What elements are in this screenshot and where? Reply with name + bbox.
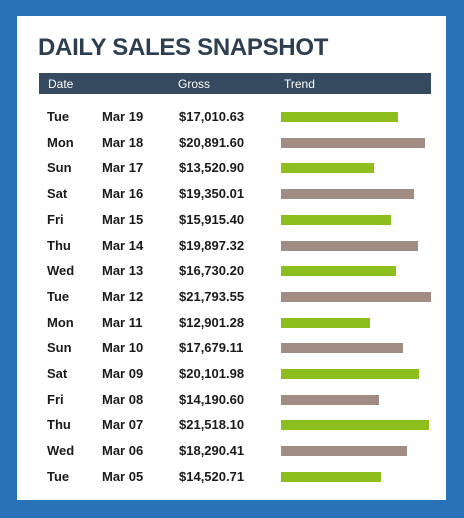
- table-row: Sun Mar 17 $13,520.90: [17, 155, 446, 180]
- row-day: Sat: [47, 366, 68, 381]
- sales-card: DAILY SALES SNAPSHOT Date Gross Trend Tu…: [17, 16, 446, 500]
- trend-bar: [281, 266, 396, 277]
- row-gross: $16,730.20: [179, 263, 245, 279]
- trend-bar: [281, 189, 414, 200]
- row-day: Thu: [47, 417, 71, 433]
- table-row: Thu Mar 07 $21,518.10: [17, 412, 446, 437]
- table-row: Tue Mar 12 $21,793.55: [17, 284, 446, 309]
- table-row: Sat Mar 16 $19,350.01: [17, 181, 446, 206]
- row-gross: $13,520.90: [179, 160, 245, 176]
- row-gross: $20,101.98: [179, 366, 245, 381]
- table-row: Sat Mar 09 $20,101.98: [17, 361, 446, 386]
- row-date: Mar 12: [102, 288, 144, 304]
- trend-bar: [281, 317, 370, 328]
- table-row: Tue Mar 19 $17,010.63: [17, 104, 446, 129]
- trend-bar: [281, 369, 419, 379]
- row-date: Mar 10: [102, 340, 144, 356]
- sales-table-body: Tue Mar 19 $17,010.63 Mon Mar 18 $20,891.60 Su…: [17, 16, 446, 500]
- table-row: Mon Mar 11 $12,901.28: [17, 310, 446, 335]
- trend-bar: [281, 137, 425, 148]
- column-header-trend: Trend: [284, 77, 315, 91]
- row-day: Tue: [47, 468, 70, 484]
- row-day: Mon: [47, 314, 74, 330]
- row-date: Mar 11: [102, 314, 143, 330]
- row-day: Fri: [47, 391, 64, 407]
- row-day: Fri: [47, 211, 64, 227]
- row-gross: $15,915.40: [179, 211, 245, 227]
- row-gross: $12,901.28: [179, 314, 245, 330]
- trend-bar: [281, 214, 391, 225]
- row-gross: $18,290.41: [179, 443, 245, 459]
- trend-bar: [281, 446, 407, 457]
- row-date: Mar 05: [102, 468, 144, 484]
- row-gross: $21,518.10: [179, 417, 245, 433]
- trend-bar: [281, 291, 431, 302]
- trend-bar: [281, 163, 374, 174]
- row-gross: $17,679.11: [179, 340, 244, 356]
- table-row: Thu Mar 14 $19,897.32: [17, 233, 446, 258]
- row-day: Sun: [47, 160, 72, 176]
- trend-bar: [281, 471, 381, 482]
- table-row: Sun Mar 10 $17,679.11: [17, 335, 446, 360]
- table-header: Date Gross Trend: [39, 73, 431, 94]
- column-header-date: Date: [48, 77, 74, 91]
- row-date: Mar 14: [102, 237, 144, 253]
- trend-bar: [281, 112, 398, 122]
- row-date: Mar 09: [102, 366, 144, 381]
- table-row: Wed Mar 06 $18,290.41: [17, 438, 446, 463]
- row-gross: $20,891.60: [179, 134, 245, 150]
- row-date: Mar 06: [102, 443, 144, 459]
- table-row: Mon Mar 18 $20,891.60: [17, 130, 446, 155]
- row-gross: $19,350.01: [179, 186, 245, 202]
- trend-bar: [281, 420, 429, 431]
- row-day: Sat: [47, 186, 68, 202]
- row-day: Tue: [47, 109, 70, 124]
- row-day: Tue: [47, 288, 70, 304]
- row-day: Thu: [47, 237, 71, 253]
- row-gross: $14,190.60: [179, 391, 245, 407]
- row-date: Mar 19: [102, 109, 144, 124]
- table-row: Fri Mar 15 $15,915.40: [17, 207, 446, 232]
- row-date: Mar 07: [102, 417, 144, 433]
- row-date: Mar 15: [102, 211, 144, 227]
- column-header-gross: Gross: [178, 77, 211, 91]
- row-date: Mar 13: [102, 263, 144, 279]
- table-row: Tue Mar 05 $14,520.71: [17, 464, 446, 489]
- row-gross: $14,520.71: [179, 468, 245, 484]
- trend-bar: [281, 343, 403, 354]
- table-row: Wed Mar 13 $16,730.20: [17, 258, 446, 283]
- row-date: Mar 08: [102, 391, 144, 407]
- row-date: Mar 16: [102, 186, 144, 202]
- row-day: Mon: [47, 134, 74, 150]
- page-title: DAILY SALES SNAPSHOT: [38, 34, 329, 61]
- row-date: Mar 18: [102, 134, 144, 150]
- trend-bar: [281, 240, 418, 251]
- row-date: Mar 17: [102, 160, 144, 176]
- row-gross: $21,793.55: [179, 288, 245, 304]
- row-day: Wed: [47, 443, 75, 459]
- row-day: Wed: [47, 263, 75, 279]
- row-day: Sun: [47, 340, 72, 356]
- row-gross: $19,897.32: [179, 237, 245, 253]
- row-gross: $17,010.63: [179, 109, 245, 124]
- trend-bar: [281, 394, 379, 405]
- table-row: Fri Mar 08 $14,190.60: [17, 387, 446, 412]
